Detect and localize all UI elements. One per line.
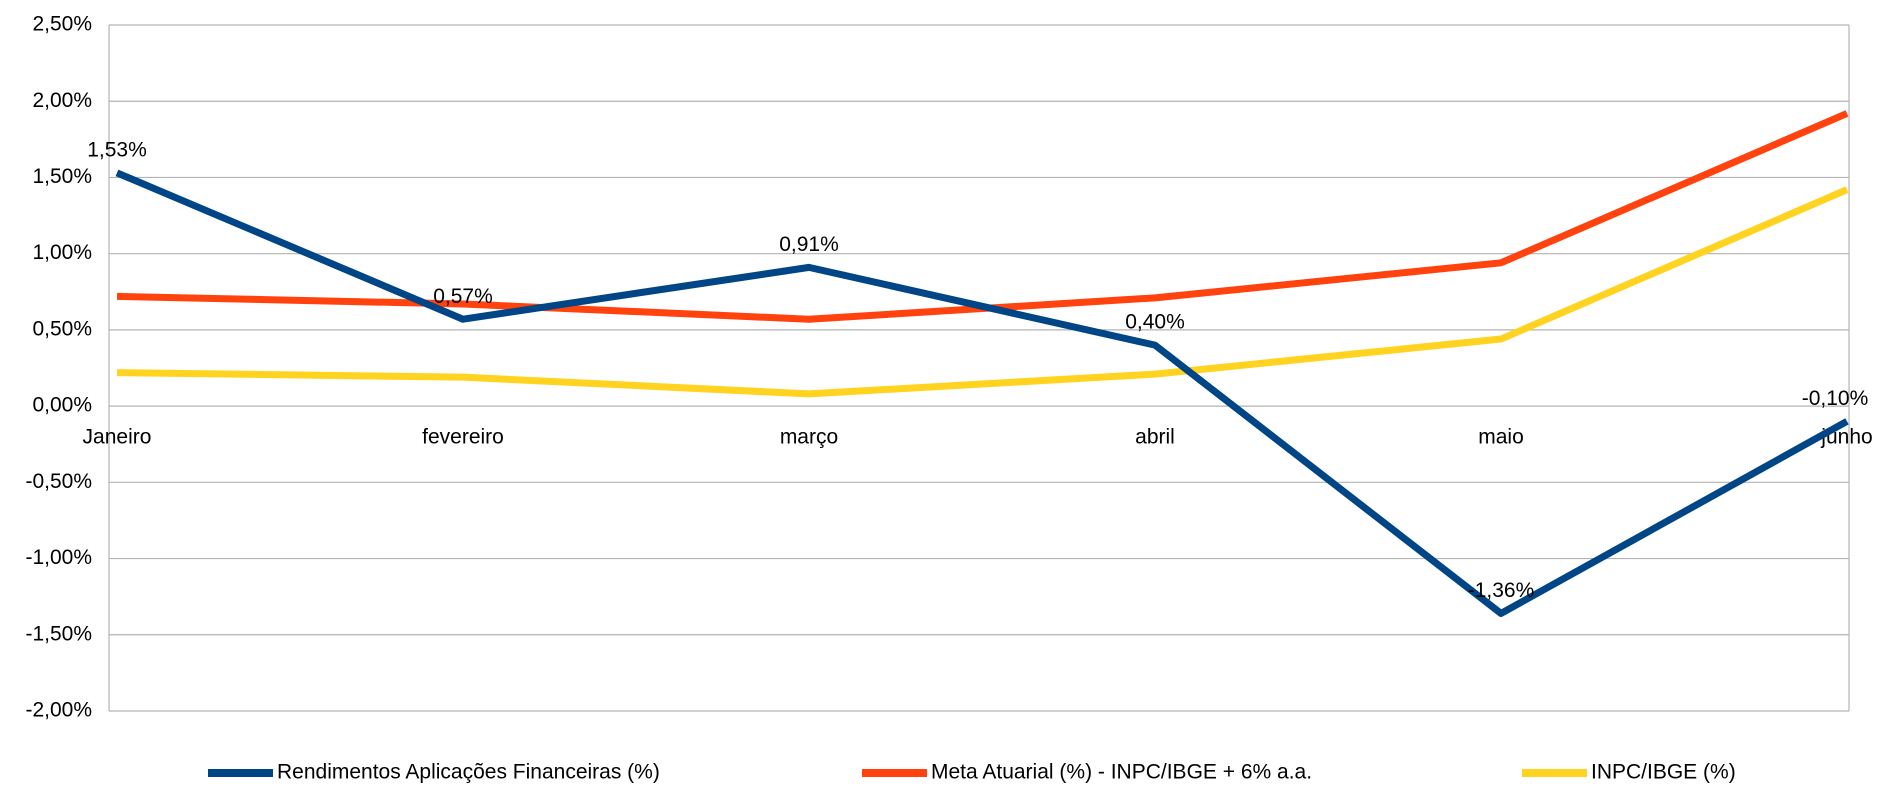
x-tick-label: fevereiro [422,426,504,449]
legend-label: Meta Atuarial (%) - INPC/IBGE + 6% a.a. [931,761,1312,784]
y-tick-label: -0,50% [25,470,92,493]
y-tick-label: 0,50% [32,317,92,340]
y-tick-label: 1,00% [32,241,92,264]
data-label: 0,40% [1125,311,1185,334]
x-tick-label: Janeiro [83,426,152,449]
data-label: 0,91% [779,233,839,256]
series-line [115,169,1849,617]
y-tick-label: 2,00% [32,89,92,112]
y-tick-label: 2,50% [32,13,92,36]
legend-label: INPC/IBGE (%) [1591,761,1736,784]
y-tick-label: -2,00% [25,699,92,722]
legend-label: Rendimentos Aplicações Financeiras (%) [277,761,660,784]
data-label: -1,36% [1468,579,1535,602]
x-tick-label: março [780,426,838,449]
y-tick-label: 0,00% [32,394,92,417]
y-tick-label: -1,00% [25,546,92,569]
data-label: 1,53% [87,138,147,161]
data-label: -0,10% [1802,387,1869,410]
data-label: 0,57% [433,285,493,308]
y-tick-label: -1,50% [25,622,92,645]
x-tick-label: maio [1478,426,1524,449]
series-line [116,186,1849,398]
x-tick-label: abril [1135,426,1175,449]
y-tick-label: 1,50% [32,165,92,188]
